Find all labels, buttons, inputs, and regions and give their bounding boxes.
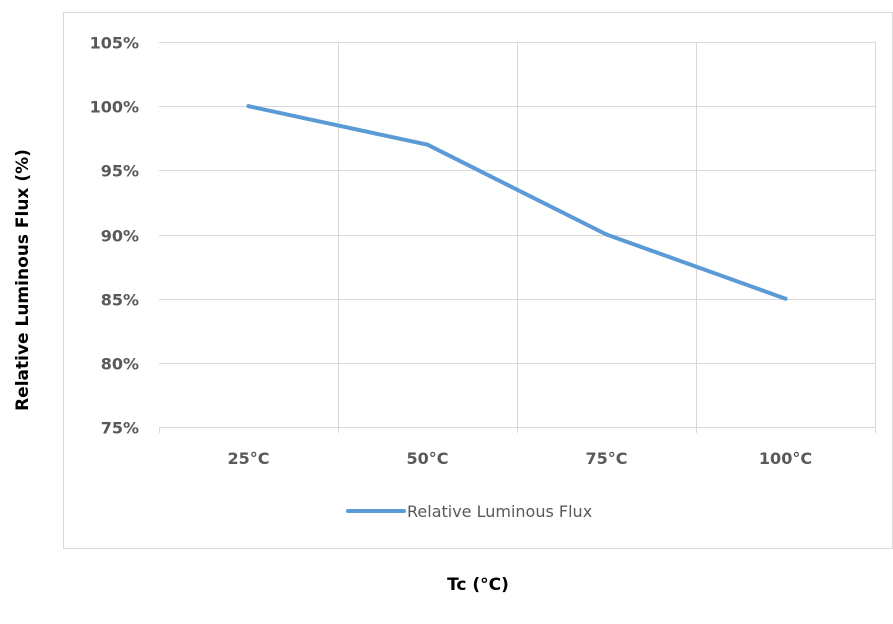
x-tick-labels: 25°C 50°C 75°C 100°C <box>227 449 812 468</box>
x-axis-title: Tc (°C) <box>447 575 509 595</box>
y-tick-label: 75% <box>101 419 139 438</box>
vertical-gridlines <box>338 42 876 427</box>
x-tick-label: 50°C <box>406 449 448 468</box>
data-point <box>604 232 609 237</box>
y-tick-labels: 75% 80% 85% 90% 95% 100% 105% <box>90 34 139 438</box>
x-tick-label: 25°C <box>227 449 269 468</box>
legend: Relative Luminous Flux <box>346 502 592 521</box>
x-axis <box>159 427 876 433</box>
series-layer <box>246 104 788 301</box>
x-tick-label: 100°C <box>759 449 812 468</box>
legend-label-relative-luminous-flux: Relative Luminous Flux <box>407 502 592 521</box>
series-line-relative-luminous-flux <box>246 104 788 301</box>
y-tick-label: 100% <box>90 98 139 117</box>
y-tick-label: 105% <box>90 34 139 53</box>
data-point <box>783 296 788 301</box>
y-tick-label: 80% <box>101 355 139 374</box>
y-tick-label: 95% <box>101 162 139 181</box>
y-tick-label: 90% <box>101 227 139 246</box>
x-tick-label: 75°C <box>585 449 627 468</box>
y-axis-title: Relative Luminous Flux (%) <box>13 149 33 411</box>
data-point <box>425 142 430 147</box>
chart-area-border <box>63 12 893 549</box>
y-tick-label: 85% <box>101 291 139 310</box>
data-point <box>246 104 251 109</box>
